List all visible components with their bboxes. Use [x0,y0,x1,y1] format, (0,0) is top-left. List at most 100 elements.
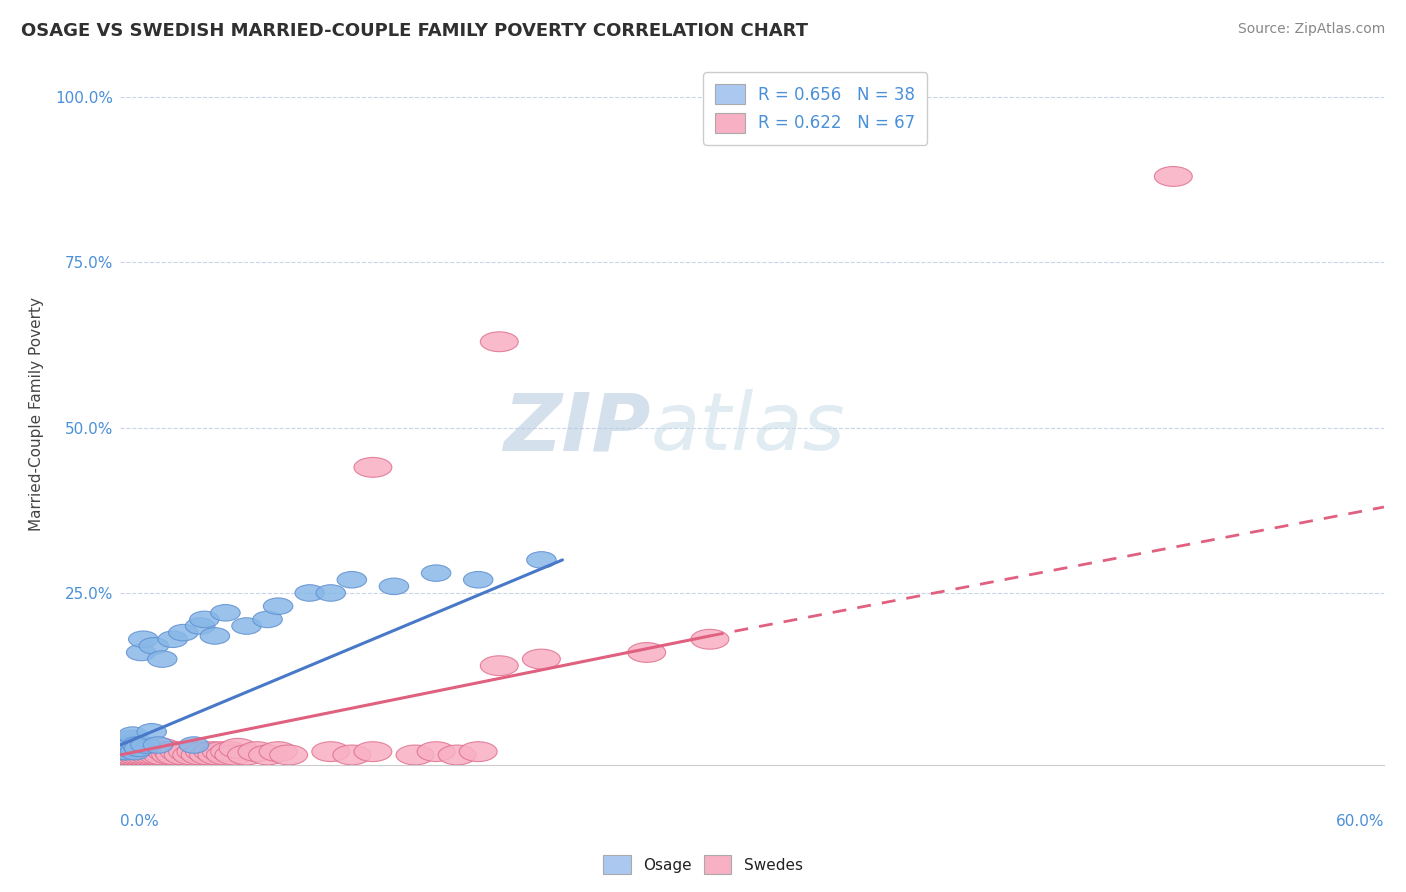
Ellipse shape [143,737,173,753]
Ellipse shape [354,458,392,477]
Ellipse shape [186,618,215,634]
Ellipse shape [107,743,136,760]
Ellipse shape [148,651,177,667]
Ellipse shape [232,618,262,634]
Ellipse shape [207,745,245,764]
Ellipse shape [127,644,156,661]
Ellipse shape [238,742,276,762]
Ellipse shape [211,742,249,762]
Ellipse shape [354,742,392,762]
Ellipse shape [527,551,557,568]
Ellipse shape [316,584,346,601]
Ellipse shape [690,630,728,649]
Ellipse shape [110,745,148,764]
Ellipse shape [118,727,148,743]
Ellipse shape [169,742,207,762]
Ellipse shape [312,742,350,762]
Ellipse shape [127,745,165,764]
Ellipse shape [107,737,136,753]
Ellipse shape [481,656,519,675]
Ellipse shape [131,737,160,753]
Ellipse shape [439,745,477,764]
Ellipse shape [124,742,162,762]
Ellipse shape [333,745,371,764]
Ellipse shape [107,742,145,762]
Ellipse shape [128,631,157,648]
Text: 60.0%: 60.0% [1336,814,1384,829]
Ellipse shape [111,733,141,750]
Ellipse shape [110,737,139,753]
Ellipse shape [115,740,145,756]
Ellipse shape [169,624,198,640]
Ellipse shape [143,745,181,764]
Ellipse shape [131,745,169,764]
Ellipse shape [263,598,292,615]
Ellipse shape [202,742,240,762]
Ellipse shape [114,737,143,753]
Ellipse shape [103,745,141,764]
Legend: R = 0.656   N = 38, R = 0.622   N = 67: R = 0.656 N = 38, R = 0.622 N = 67 [703,72,927,145]
Ellipse shape [115,731,145,747]
Ellipse shape [114,742,152,762]
Ellipse shape [118,739,156,758]
Ellipse shape [219,739,257,758]
Ellipse shape [186,742,224,762]
Ellipse shape [177,742,215,762]
Y-axis label: Married-Couple Family Poverty: Married-Couple Family Poverty [30,297,44,532]
Ellipse shape [148,742,186,762]
Text: OSAGE VS SWEDISH MARRIED-COUPLE FAMILY POVERTY CORRELATION CHART: OSAGE VS SWEDISH MARRIED-COUPLE FAMILY P… [21,22,808,40]
Ellipse shape [122,745,160,764]
Ellipse shape [460,742,498,762]
Ellipse shape [124,740,153,756]
Ellipse shape [135,745,173,764]
Ellipse shape [156,745,194,764]
Ellipse shape [190,745,228,764]
Ellipse shape [396,745,434,764]
Ellipse shape [295,584,325,601]
Ellipse shape [190,611,219,628]
Ellipse shape [627,642,665,663]
Ellipse shape [173,745,211,764]
Ellipse shape [270,745,308,764]
Ellipse shape [132,742,170,762]
Ellipse shape [111,735,149,755]
Ellipse shape [110,740,139,756]
Ellipse shape [136,742,174,762]
Ellipse shape [105,742,143,762]
Ellipse shape [523,649,561,669]
Ellipse shape [139,638,169,654]
Ellipse shape [215,745,253,764]
Ellipse shape [139,745,177,764]
Ellipse shape [481,332,519,351]
Ellipse shape [181,745,219,764]
Ellipse shape [200,628,229,644]
Ellipse shape [110,739,148,758]
Ellipse shape [111,742,149,762]
Ellipse shape [418,742,456,762]
Ellipse shape [136,723,166,740]
Ellipse shape [111,743,141,760]
Ellipse shape [179,737,208,753]
Ellipse shape [157,631,187,648]
Ellipse shape [141,742,179,762]
Ellipse shape [118,745,156,764]
Text: Source: ZipAtlas.com: Source: ZipAtlas.com [1237,22,1385,37]
Ellipse shape [128,742,166,762]
Ellipse shape [1154,167,1192,186]
Ellipse shape [165,745,202,764]
Ellipse shape [107,745,145,764]
Ellipse shape [380,578,409,595]
Ellipse shape [153,742,191,762]
Ellipse shape [105,745,143,764]
Ellipse shape [122,739,160,758]
Ellipse shape [152,745,190,764]
Ellipse shape [422,565,451,582]
Ellipse shape [118,737,148,753]
Text: 0.0%: 0.0% [120,814,159,829]
Ellipse shape [160,742,198,762]
Ellipse shape [211,605,240,621]
Ellipse shape [198,745,236,764]
Ellipse shape [122,737,152,753]
Ellipse shape [120,742,157,762]
Ellipse shape [259,742,297,762]
